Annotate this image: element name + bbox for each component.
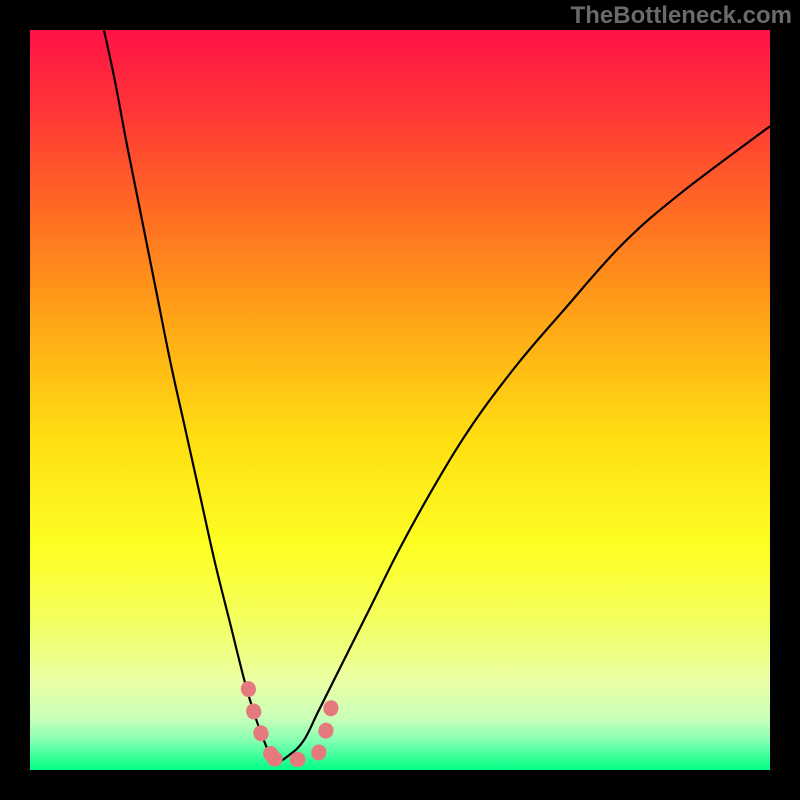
bottleneck-chart	[0, 0, 800, 800]
chart-background-gradient	[30, 30, 770, 770]
watermark-text: TheBottleneck.com	[571, 2, 792, 30]
